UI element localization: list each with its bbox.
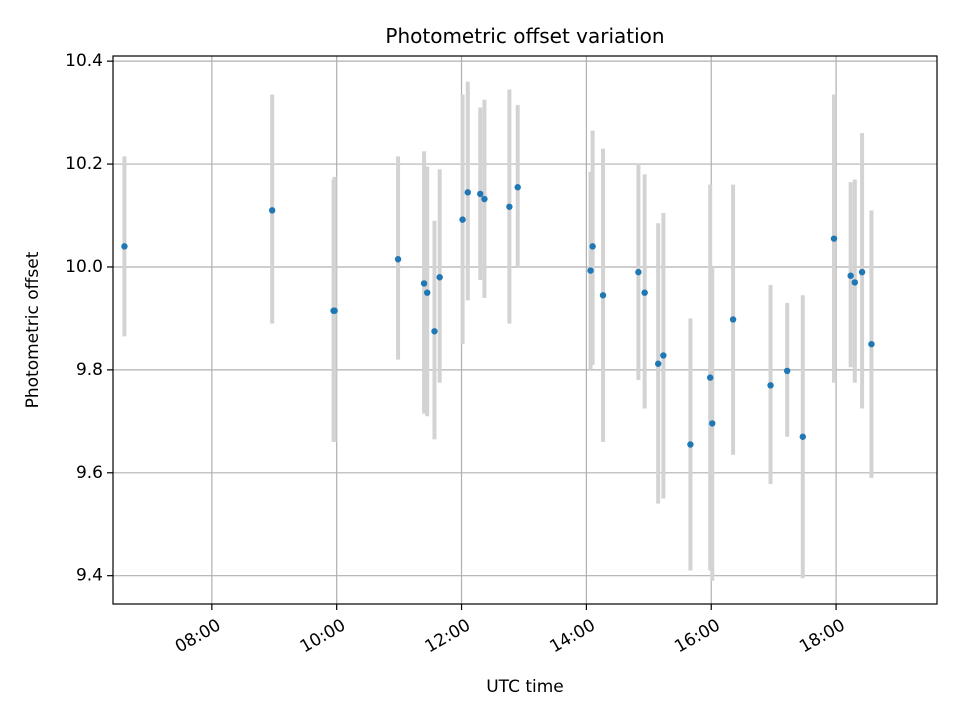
data-point bbox=[767, 382, 774, 389]
y-tick-label: 10.2 bbox=[65, 154, 103, 174]
data-point bbox=[830, 235, 838, 242]
data-point bbox=[660, 352, 667, 359]
data-point bbox=[589, 243, 596, 250]
data-point bbox=[464, 189, 471, 196]
data-point bbox=[635, 268, 642, 276]
data-point bbox=[424, 289, 431, 296]
data-point bbox=[599, 292, 607, 299]
data-point bbox=[514, 184, 521, 191]
data-point bbox=[394, 256, 402, 263]
data-point bbox=[729, 316, 737, 323]
plot-area-frame bbox=[112, 55, 938, 605]
y-tick-label: 10.0 bbox=[65, 257, 103, 277]
y-axis-label: Photometric offset bbox=[23, 251, 43, 408]
data-point bbox=[420, 280, 428, 287]
data-point bbox=[799, 433, 806, 440]
data-point bbox=[687, 441, 694, 448]
data-point bbox=[436, 274, 443, 281]
data-point bbox=[783, 367, 791, 375]
data-point bbox=[331, 307, 338, 314]
y-tick-label: 10.4 bbox=[65, 51, 103, 71]
data-point bbox=[847, 272, 854, 279]
y-tick-label: 9.4 bbox=[76, 566, 103, 586]
chart-title: Photometric offset variation bbox=[385, 24, 664, 48]
data-point bbox=[459, 216, 466, 223]
x-axis-label: UTC time bbox=[486, 677, 564, 697]
data-point bbox=[858, 268, 866, 276]
data-point bbox=[868, 340, 875, 348]
y-tick-label: 9.6 bbox=[76, 463, 103, 483]
data-point bbox=[268, 207, 276, 214]
data-point bbox=[641, 289, 648, 296]
data-point bbox=[851, 279, 859, 286]
data-point bbox=[654, 360, 662, 367]
data-point bbox=[706, 374, 714, 381]
data-point bbox=[506, 203, 513, 210]
data-point bbox=[121, 243, 128, 250]
data-point bbox=[477, 190, 484, 198]
y-tick-label: 9.8 bbox=[76, 360, 103, 380]
data-points bbox=[121, 184, 875, 448]
data-point bbox=[431, 328, 438, 335]
data-point bbox=[709, 420, 716, 427]
data-point bbox=[587, 267, 594, 274]
data-point bbox=[481, 195, 488, 203]
